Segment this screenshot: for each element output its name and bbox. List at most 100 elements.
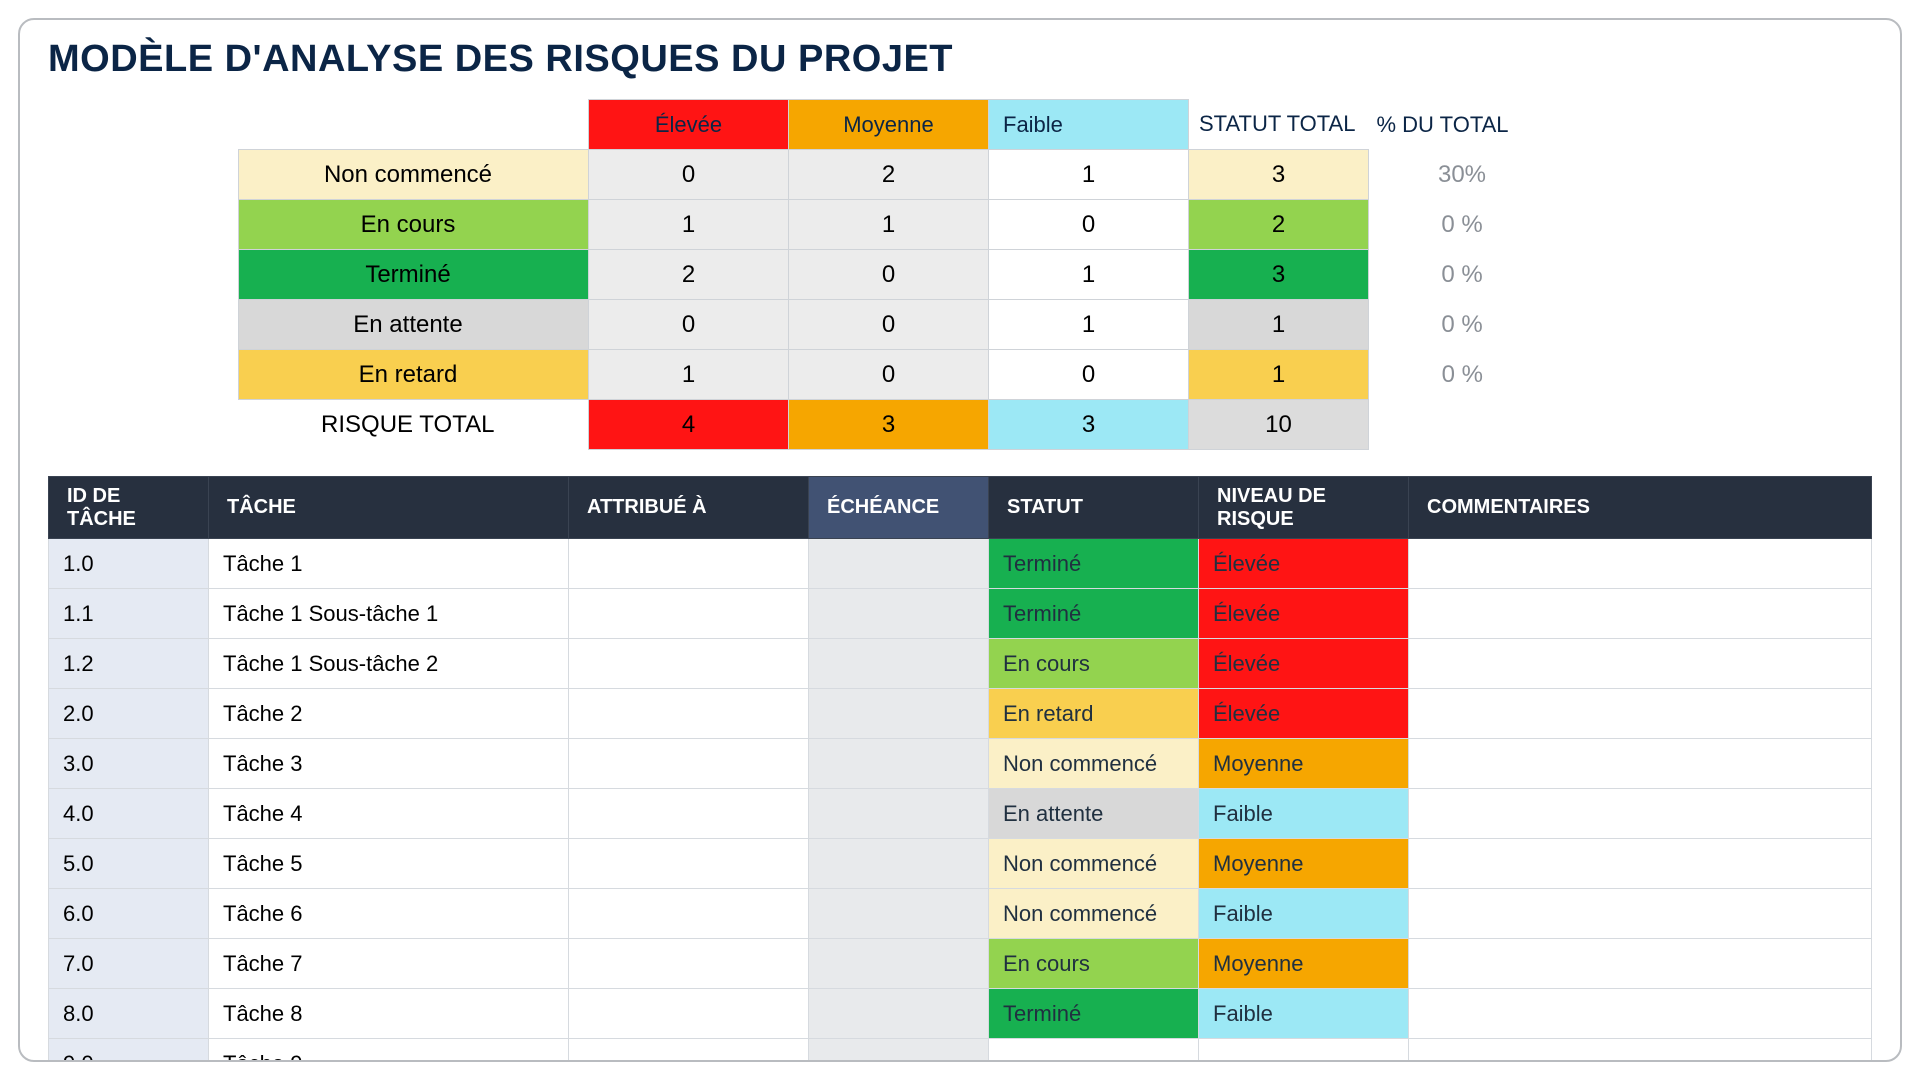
task-comment [1409, 539, 1872, 589]
task-risk: Élevée [1199, 589, 1409, 639]
summary-cell-total: 1 [1189, 300, 1369, 350]
summary-cell-moyenne: 0 [789, 250, 989, 300]
task-name: Tâche 9 [209, 1039, 569, 1063]
task-due [809, 539, 989, 589]
summary-cell-pct: 0 % [1369, 250, 1549, 300]
task-id: 1.0 [49, 539, 209, 589]
task-name: Tâche 2 [209, 689, 569, 739]
table-row: 2.0Tâche 2En retardÉlevée [49, 689, 1872, 739]
task-assignee [569, 739, 809, 789]
tasks-header-tache: TÂCHE [209, 477, 569, 539]
summary-cell-faible: 0 [989, 350, 1189, 400]
task-status: En cours [989, 939, 1199, 989]
summary-cell-faible: 1 [989, 250, 1189, 300]
task-assignee [569, 939, 809, 989]
task-comment [1409, 689, 1872, 739]
summary-cell-pct: 30% [1369, 150, 1549, 200]
summary-row: Non commencé021330% [239, 150, 1549, 200]
summary-row-label: En retard [239, 350, 589, 400]
summary-header-moyenne: Moyenne [789, 100, 989, 150]
summary-cell-elevee: 1 [589, 200, 789, 250]
summary-row-label: Non commencé [239, 150, 589, 200]
task-status: En cours [989, 639, 1199, 689]
task-status: Non commencé [989, 739, 1199, 789]
table-row: 1.1Tâche 1 Sous-tâche 1 TerminéÉlevée [49, 589, 1872, 639]
summary-header-row: Élevée Moyenne Faible STATUT TOTAL % DU … [239, 100, 1549, 150]
task-risk: Élevée [1199, 539, 1409, 589]
task-name: Tâche 5 [209, 839, 569, 889]
task-status: Terminé [989, 989, 1199, 1039]
task-assignee [569, 639, 809, 689]
task-comment [1409, 889, 1872, 939]
summary-total-all: 10 [1189, 400, 1369, 450]
task-name: Tâche 4 [209, 789, 569, 839]
task-comment [1409, 839, 1872, 889]
summary-header-pct: % DU TOTAL [1369, 100, 1549, 150]
task-status: Terminé [989, 539, 1199, 589]
summary-row: En cours11020 % [239, 200, 1549, 250]
page-title: MODÈLE D'ANALYSE DES RISQUES DU PROJET [48, 38, 1872, 81]
table-row: 8.0Tâche 8TerminéFaible [49, 989, 1872, 1039]
task-name: Tâche 7 [209, 939, 569, 989]
task-risk [1199, 1039, 1409, 1063]
task-assignee [569, 539, 809, 589]
summary-cell-elevee: 0 [589, 300, 789, 350]
summary-row-label: En attente [239, 300, 589, 350]
task-comment [1409, 739, 1872, 789]
task-assignee [569, 689, 809, 739]
summary-cell-total: 2 [1189, 200, 1369, 250]
tasks-header-id: ID DE TÂCHE [49, 477, 209, 539]
summary-cell-moyenne: 0 [789, 350, 989, 400]
task-due [809, 939, 989, 989]
task-id: 7.0 [49, 939, 209, 989]
task-name: Tâche 3 [209, 739, 569, 789]
task-risk: Moyenne [1199, 939, 1409, 989]
summary-total-faible: 3 [989, 400, 1189, 450]
task-name: Tâche 1 [209, 539, 569, 589]
document-frame: MODÈLE D'ANALYSE DES RISQUES DU PROJET É… [18, 18, 1902, 1062]
task-id: 1.2 [49, 639, 209, 689]
task-due [809, 589, 989, 639]
task-due [809, 889, 989, 939]
summary-cell-elevee: 2 [589, 250, 789, 300]
task-id: 1.1 [49, 589, 209, 639]
summary-header-faible: Faible [989, 100, 1189, 150]
task-id: 5.0 [49, 839, 209, 889]
task-comment [1409, 789, 1872, 839]
task-risk: Faible [1199, 889, 1409, 939]
summary-header-elevee: Élevée [589, 100, 789, 150]
summary-cell-pct: 0 % [1369, 300, 1549, 350]
task-name: Tâche 1 Sous-tâche 2 [209, 639, 569, 689]
table-row: 4.0Tâche 4En attenteFaible [49, 789, 1872, 839]
summary-table: Élevée Moyenne Faible STATUT TOTAL % DU … [238, 99, 1549, 450]
task-due [809, 639, 989, 689]
task-id: 8.0 [49, 989, 209, 1039]
task-status: Terminé [989, 589, 1199, 639]
task-due [809, 1039, 989, 1063]
tasks-header-statut: STATUT [989, 477, 1199, 539]
table-row: 1.2Tâche 1 Sous-tâche 2 En coursÉlevée [49, 639, 1872, 689]
summary-total-elevee: 4 [589, 400, 789, 450]
tasks-header-comment: COMMENTAIRES [1409, 477, 1872, 539]
task-risk: Élevée [1199, 689, 1409, 739]
task-comment [1409, 639, 1872, 689]
task-id: 4.0 [49, 789, 209, 839]
table-row: 1.0Tâche 1 TerminéÉlevée [49, 539, 1872, 589]
task-name: Tâche 1 Sous-tâche 1 [209, 589, 569, 639]
summary-row: En attente00110 % [239, 300, 1549, 350]
summary-cell-total: 1 [1189, 350, 1369, 400]
task-risk: Moyenne [1199, 739, 1409, 789]
tasks-table: ID DE TÂCHE TÂCHE ATTRIBUÉ À ÉCHÉANCE ST… [48, 476, 1872, 1062]
task-assignee [569, 589, 809, 639]
task-assignee [569, 1039, 809, 1063]
summary-cell-moyenne: 2 [789, 150, 989, 200]
table-row: 7.0Tâche 7 En coursMoyenne [49, 939, 1872, 989]
task-risk: Élevée [1199, 639, 1409, 689]
task-assignee [569, 839, 809, 889]
task-risk: Faible [1199, 989, 1409, 1039]
summary-total-label: RISQUE TOTAL [239, 400, 589, 450]
summary-total-row: RISQUE TOTAL 4 3 3 10 [239, 400, 1549, 450]
tasks-header-attribue: ATTRIBUÉ À [569, 477, 809, 539]
tasks-header-echeance: ÉCHÉANCE [809, 477, 989, 539]
summary-row: Terminé20130 % [239, 250, 1549, 300]
